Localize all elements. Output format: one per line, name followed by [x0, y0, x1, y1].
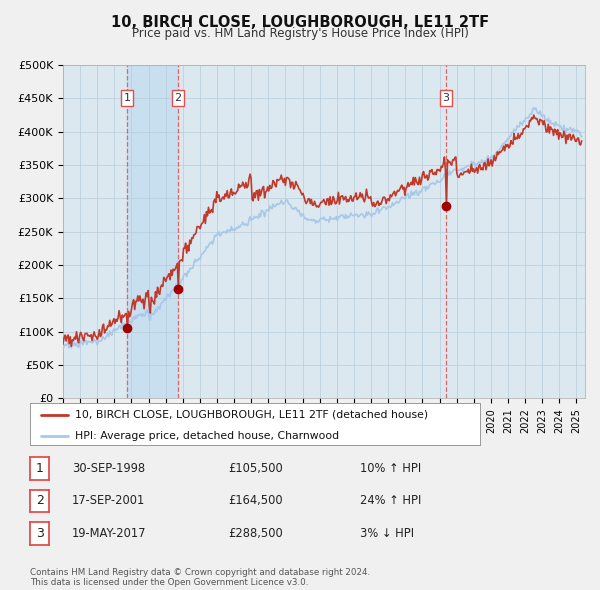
Text: 10, BIRCH CLOSE, LOUGHBOROUGH, LE11 2TF: 10, BIRCH CLOSE, LOUGHBOROUGH, LE11 2TF: [111, 15, 489, 30]
Text: 3% ↓ HPI: 3% ↓ HPI: [360, 527, 414, 540]
Text: 2: 2: [35, 494, 44, 507]
Text: 3: 3: [443, 93, 449, 103]
Text: £288,500: £288,500: [228, 527, 283, 540]
Text: 30-SEP-1998: 30-SEP-1998: [72, 462, 145, 475]
Text: 1: 1: [35, 462, 44, 475]
Text: 10% ↑ HPI: 10% ↑ HPI: [360, 462, 421, 475]
Text: £105,500: £105,500: [228, 462, 283, 475]
Text: 19-MAY-2017: 19-MAY-2017: [72, 527, 146, 540]
Text: 17-SEP-2001: 17-SEP-2001: [72, 494, 145, 507]
Text: £164,500: £164,500: [228, 494, 283, 507]
Bar: [127, 65, 178, 398]
Text: 3: 3: [35, 527, 44, 540]
Text: 24% ↑ HPI: 24% ↑ HPI: [360, 494, 421, 507]
Text: 1: 1: [124, 93, 131, 103]
Text: HPI: Average price, detached house, Charnwood: HPI: Average price, detached house, Char…: [75, 431, 339, 441]
Text: 2: 2: [175, 93, 182, 103]
Text: Price paid vs. HM Land Registry's House Price Index (HPI): Price paid vs. HM Land Registry's House …: [131, 27, 469, 40]
Text: 10, BIRCH CLOSE, LOUGHBOROUGH, LE11 2TF (detached house): 10, BIRCH CLOSE, LOUGHBOROUGH, LE11 2TF …: [75, 410, 428, 420]
Text: Contains HM Land Registry data © Crown copyright and database right 2024.
This d: Contains HM Land Registry data © Crown c…: [30, 568, 370, 587]
